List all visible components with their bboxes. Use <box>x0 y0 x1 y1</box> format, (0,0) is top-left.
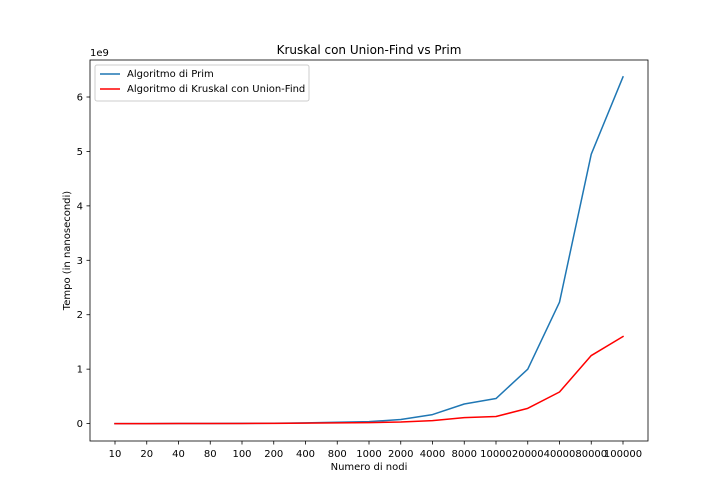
y-axis-label: Tempo (in nanosecondi) <box>62 191 73 312</box>
series-layer <box>114 75 625 425</box>
y-axis-ticks: 0 1 2 3 4 5 6 <box>77 93 90 430</box>
x-tick-label: 20 <box>140 449 153 460</box>
legend: Algoritmo di Prim Algoritmo di Kruskal c… <box>94 64 310 102</box>
x-tick-label: 40 <box>172 449 185 460</box>
y-tick-label: 2 <box>77 310 83 321</box>
x-tick-label: 40000 <box>544 449 576 460</box>
x-tick-label: 800 <box>328 449 347 460</box>
y-axis-offset-label: 1e9 <box>90 48 109 59</box>
x-tick-label: 80000 <box>575 449 607 460</box>
x-axis-ticks: 10 20 40 80 100 200 400 800 1000 2000 4000 8000 1000… <box>109 441 642 460</box>
x-tick-label: 20000 <box>512 449 544 460</box>
y-tick-label: 3 <box>77 256 83 267</box>
x-tick-label: 200 <box>264 449 283 460</box>
x-tick-label: 80 <box>204 449 217 460</box>
legend-box <box>94 64 310 102</box>
x-axis-label: Numero di nodi <box>331 462 408 473</box>
x-tick-label: 2000 <box>388 449 413 460</box>
x-tick-label: 100000 <box>604 449 642 460</box>
x-tick-label: 1000 <box>356 449 381 460</box>
x-tick-label: 8000 <box>452 449 477 460</box>
x-tick-label: 10 <box>109 449 122 460</box>
series-line-kruskal <box>114 335 625 425</box>
x-tick-label: 400 <box>296 449 315 460</box>
legend-label-prim: Algoritmo di Prim <box>127 69 214 80</box>
x-tick-label: 10000 <box>480 449 512 460</box>
chart-title: Kruskal con Union-Find vs Prim <box>277 43 462 57</box>
legend-label-kruskal: Algoritmo di Kruskal con Union-Find <box>127 84 305 95</box>
x-tick-label: 100 <box>232 449 251 460</box>
y-tick-label: 1 <box>77 365 83 376</box>
plot-area <box>90 60 648 441</box>
y-tick-label: 0 <box>77 419 83 430</box>
x-tick-label: 4000 <box>420 449 445 460</box>
y-tick-label: 4 <box>77 201 83 212</box>
y-tick-label: 6 <box>77 93 83 104</box>
y-tick-label: 5 <box>77 147 83 158</box>
